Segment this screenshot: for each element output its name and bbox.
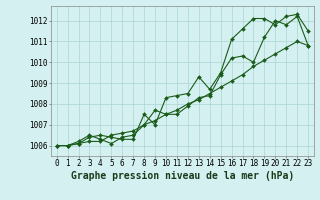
X-axis label: Graphe pression niveau de la mer (hPa): Graphe pression niveau de la mer (hPa) [71,171,294,181]
